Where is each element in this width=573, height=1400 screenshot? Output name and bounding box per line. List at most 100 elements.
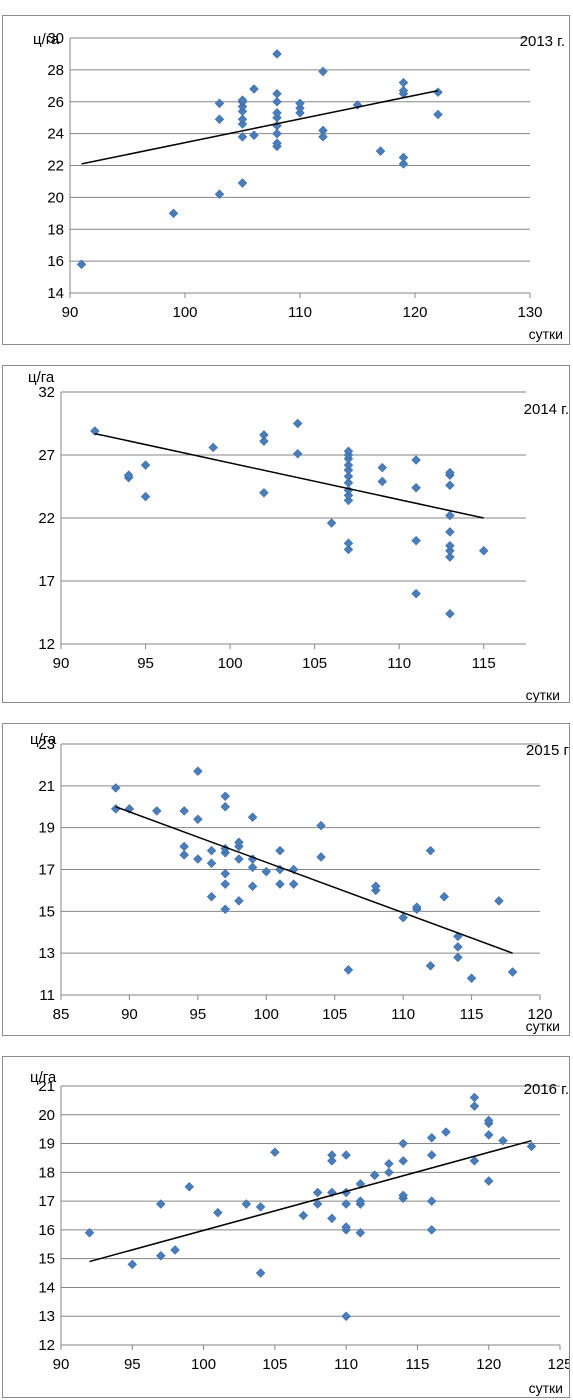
x-tick-label: 105 [262, 1356, 287, 1373]
x-tick-label: 90 [121, 1006, 138, 1023]
data-point [343, 490, 354, 501]
y-tick-label: 21 [38, 778, 55, 795]
data-point [214, 114, 225, 125]
data-point [412, 902, 422, 912]
y-tick-label: 14 [38, 1279, 55, 1296]
y-tick-label: 16 [47, 253, 64, 270]
data-point [445, 552, 455, 562]
y-tick-label: 30 [47, 30, 64, 47]
data-point [214, 189, 225, 199]
y-tick-label: 13 [38, 945, 55, 962]
chart-panel-2016: 12 13 14 15 16 17 18 19 20 21 90 95 100 105 110 115 120 1… [2, 1056, 570, 1398]
data-point [375, 146, 386, 156]
data-point [479, 546, 489, 556]
data-point [439, 891, 449, 902]
x-tick-label: 90 [53, 1356, 70, 1373]
trendline [81, 89, 439, 165]
data-point [206, 845, 217, 856]
data-point [234, 854, 244, 864]
data-point [369, 1170, 380, 1180]
data-point [298, 1210, 309, 1221]
data-point [84, 1228, 95, 1238]
data-point [377, 476, 387, 487]
data-point [483, 1176, 494, 1186]
x-tick-label: 100 [172, 304, 197, 321]
data-point [426, 1150, 437, 1160]
data-point [140, 460, 151, 470]
y-tick-label: 15 [38, 1251, 55, 1268]
data-point [341, 1199, 351, 1209]
y-tick-label: 18 [38, 1164, 55, 1181]
data-point [318, 66, 328, 77]
data-point [411, 535, 421, 546]
data-point [341, 1311, 351, 1321]
data-point [507, 967, 518, 977]
x-tick-label: 120 [402, 304, 427, 321]
data-point [398, 912, 408, 923]
data-point [237, 106, 248, 117]
data-point [411, 455, 421, 465]
data-point [156, 1199, 166, 1209]
x-tick-label: 115 [405, 1356, 429, 1373]
x-axis-label: сутки [529, 1380, 563, 1396]
chart-panel-2014: 12 17 22 27 32 90 95 100 105 110 115 ц/га 2014 г. сут… [2, 365, 570, 703]
y-tick-label: 22 [38, 510, 55, 527]
y-tick-label: 12 [38, 1337, 55, 1354]
y-tick-label: 19 [38, 820, 55, 837]
data-point [341, 1222, 351, 1232]
data-point [259, 488, 269, 498]
data-point [259, 430, 269, 440]
data-point [249, 130, 259, 140]
data-point [411, 588, 421, 599]
data-point [270, 1147, 280, 1157]
data-point [318, 125, 328, 136]
y-tick-label: 21 [38, 1078, 55, 1095]
data-point [377, 462, 387, 473]
data-point [206, 891, 217, 902]
data-point [237, 178, 248, 188]
y-tick-label: 24 [47, 126, 64, 143]
trendline [115, 806, 513, 954]
data-point [234, 837, 244, 848]
data-point [272, 97, 282, 107]
y-axis-label: ц/га [30, 1069, 57, 1086]
chart-title: 2015 г [526, 742, 569, 759]
chart-2015: 11 13 15 17 19 21 23 85 90 95 100 105 110 115 120 ц/га 2… [30, 731, 569, 1034]
data-point [241, 1199, 252, 1209]
data-point [208, 442, 218, 453]
x-tick-label: 95 [137, 655, 154, 672]
data-point [295, 98, 305, 109]
chart-panel-2013: 14 16 18 20 22 24 26 28 30 90 100 110 120 130 ц/га 2013… [2, 15, 570, 345]
y-tick-label: 27 [38, 447, 55, 464]
data-point [441, 1127, 451, 1137]
data-point [343, 477, 354, 488]
data-point [371, 881, 381, 891]
data-point [272, 128, 282, 139]
data-point [255, 1202, 266, 1212]
data-point [445, 527, 455, 537]
data-point [466, 973, 477, 983]
data-point [152, 806, 162, 816]
data-point [193, 854, 203, 864]
data-point [179, 850, 189, 860]
data-point [425, 960, 436, 971]
data-point [213, 1207, 223, 1218]
x-tick-label: 100 [191, 1356, 216, 1373]
data-point [445, 546, 455, 556]
data-point [343, 446, 354, 456]
data-point [237, 95, 248, 105]
x-tick-label: 120 [527, 1006, 552, 1023]
x-tick-label: 95 [190, 1006, 207, 1023]
data-point [469, 1101, 480, 1111]
chart-2013: 14 16 18 20 22 24 26 28 30 90 100 110 120 130 ц/га 2013… [33, 30, 565, 342]
data-point [343, 460, 354, 470]
data-point [398, 1190, 408, 1201]
y-tick-label: 20 [47, 189, 64, 206]
chart-title: 2014 г. [524, 401, 569, 418]
data-point [384, 1167, 394, 1178]
y-tick-label: 14 [47, 285, 64, 302]
data-point [426, 1225, 437, 1235]
data-point [433, 109, 443, 120]
data-point [426, 1196, 437, 1206]
data-point [288, 879, 299, 889]
